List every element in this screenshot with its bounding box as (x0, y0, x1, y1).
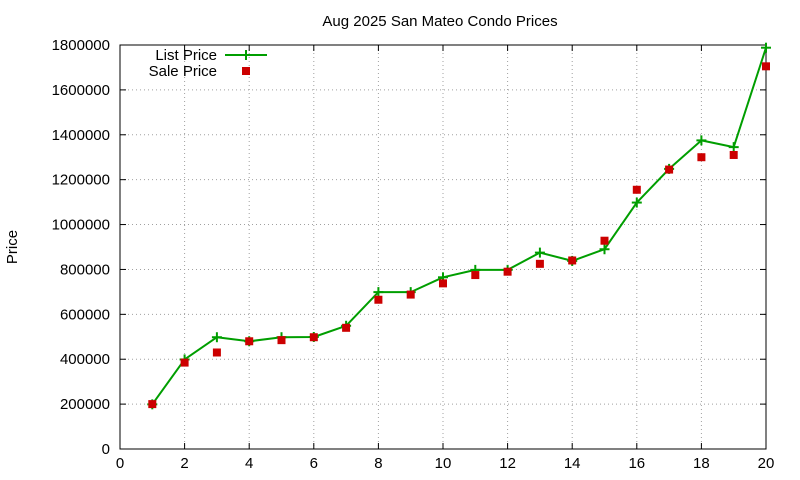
sale-price-point (762, 62, 770, 71)
y-tick-label: 1600000 (52, 82, 110, 99)
sale-price-point (632, 185, 641, 194)
x-tick-label: 16 (628, 455, 645, 472)
series-layer (147, 42, 771, 410)
x-tick-label: 0 (116, 455, 124, 472)
x-tick-label: 10 (435, 455, 452, 472)
sale-price-point (568, 256, 577, 265)
y-tick-label: 600000 (60, 306, 110, 323)
sale-price-point (212, 348, 221, 357)
chart-title: Aug 2025 San Mateo Condo Prices (322, 13, 557, 30)
sale-price-point (729, 150, 738, 159)
legend-marker-list-price (241, 50, 251, 60)
sale-price-point (374, 295, 383, 304)
list-price-point (631, 197, 642, 208)
sale-price-point (342, 323, 351, 332)
x-tick-label: 12 (499, 455, 516, 472)
y-tick-label: 1200000 (52, 172, 110, 189)
legend-marker-sale-price (242, 67, 250, 75)
x-tick-label: 6 (310, 455, 318, 472)
list-price-point (373, 287, 384, 298)
x-tick-label: 8 (374, 455, 382, 472)
y-tick-label: 400000 (60, 351, 110, 368)
legend-label-sale-price: Sale Price (149, 63, 217, 80)
x-tick-label: 20 (758, 455, 775, 472)
list-price-point (211, 332, 222, 343)
list-price-point (728, 142, 739, 153)
y-tick-label: 1400000 (52, 127, 110, 144)
series-sale-price (148, 62, 770, 409)
sale-price-point (148, 400, 157, 409)
list-price-point (599, 244, 610, 255)
y-tick-label: 0 (102, 441, 110, 458)
sale-price-point (439, 279, 447, 288)
sale-price-point (277, 336, 286, 345)
sale-price-point (245, 337, 254, 346)
sale-price-point (665, 165, 674, 174)
x-tick-label: 14 (564, 455, 581, 472)
list-price-point (696, 135, 707, 146)
x-tick-label: 2 (180, 455, 188, 472)
y-tick-label: 800000 (60, 261, 110, 278)
y-axis-label: Price (4, 230, 21, 264)
ticks-layer: 0 2 4 6 8 10 12 14 16 18 20 0 200000 400000 600000 8000… (52, 37, 775, 472)
grid-layer (120, 45, 766, 449)
x-tick-label: 18 (693, 455, 710, 472)
sale-price-point (535, 259, 544, 268)
sale-price-point (471, 271, 480, 280)
sale-price-point (180, 358, 189, 367)
legend-label-list-price: List Price (155, 47, 217, 64)
sale-price-point (503, 267, 512, 276)
sale-price-point (697, 153, 706, 162)
list-price-point (534, 247, 545, 258)
list-price-point (761, 42, 771, 53)
series-line (151, 47, 767, 405)
sale-price-point (600, 236, 609, 245)
sale-price-point (309, 333, 318, 342)
y-tick-label: 1800000 (52, 37, 110, 54)
x-tick-label: 4 (245, 455, 253, 472)
y-tick-label: 1000000 (52, 217, 110, 234)
y-tick-label: 200000 (60, 396, 110, 413)
sale-price-point (406, 290, 415, 299)
